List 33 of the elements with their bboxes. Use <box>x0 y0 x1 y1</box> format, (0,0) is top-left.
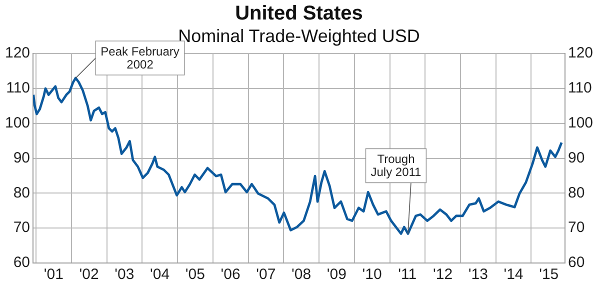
chart-title: United States <box>235 2 363 25</box>
x-tick-label: '07 <box>256 266 276 284</box>
x-tick-label: '01 <box>44 266 64 284</box>
x-tick-label: '15 <box>539 266 559 284</box>
y-tick-label: 100 <box>4 114 30 132</box>
y2-tick-label: 90 <box>568 149 585 166</box>
x-tick-label: '08 <box>292 266 312 284</box>
y-tick-label: 70 <box>13 219 30 236</box>
y-tick-label: 60 <box>13 254 30 272</box>
x-tick-label: '03 <box>114 266 134 284</box>
x-tick-label: '12 <box>433 266 453 284</box>
chart-subtitle: Nominal Trade-Weighted USD <box>178 26 420 46</box>
x-tick-label: '13 <box>468 266 488 284</box>
y-tick-label: 80 <box>13 184 30 202</box>
x-tick-label: '06 <box>220 266 240 284</box>
y-tick-label: 90 <box>13 149 30 166</box>
y2-tick-label: 70 <box>568 219 585 236</box>
y2-tick-label: 110 <box>568 80 592 97</box>
y2-tick-label: 100 <box>568 114 594 132</box>
x-tick-label: '11 <box>398 266 417 284</box>
y2-tick-label: 80 <box>568 184 585 202</box>
annotation: Peak February 2002 <box>100 44 180 72</box>
y2-tick-label: 120 <box>568 44 594 62</box>
x-tick-label: '10 <box>362 266 382 284</box>
x-tick-label: '09 <box>326 266 346 284</box>
x-tick-label: '05 <box>185 266 205 284</box>
x-tick-label: '02 <box>79 266 99 284</box>
x-tick-label: '04 <box>150 266 170 284</box>
y-tick-label: 120 <box>4 44 30 62</box>
y2-tick-label: 60 <box>568 254 585 272</box>
y-tick-label: 110 <box>6 80 30 97</box>
annotation: Trough July 2011 <box>370 152 422 179</box>
x-tick-label: '14 <box>504 266 524 284</box>
